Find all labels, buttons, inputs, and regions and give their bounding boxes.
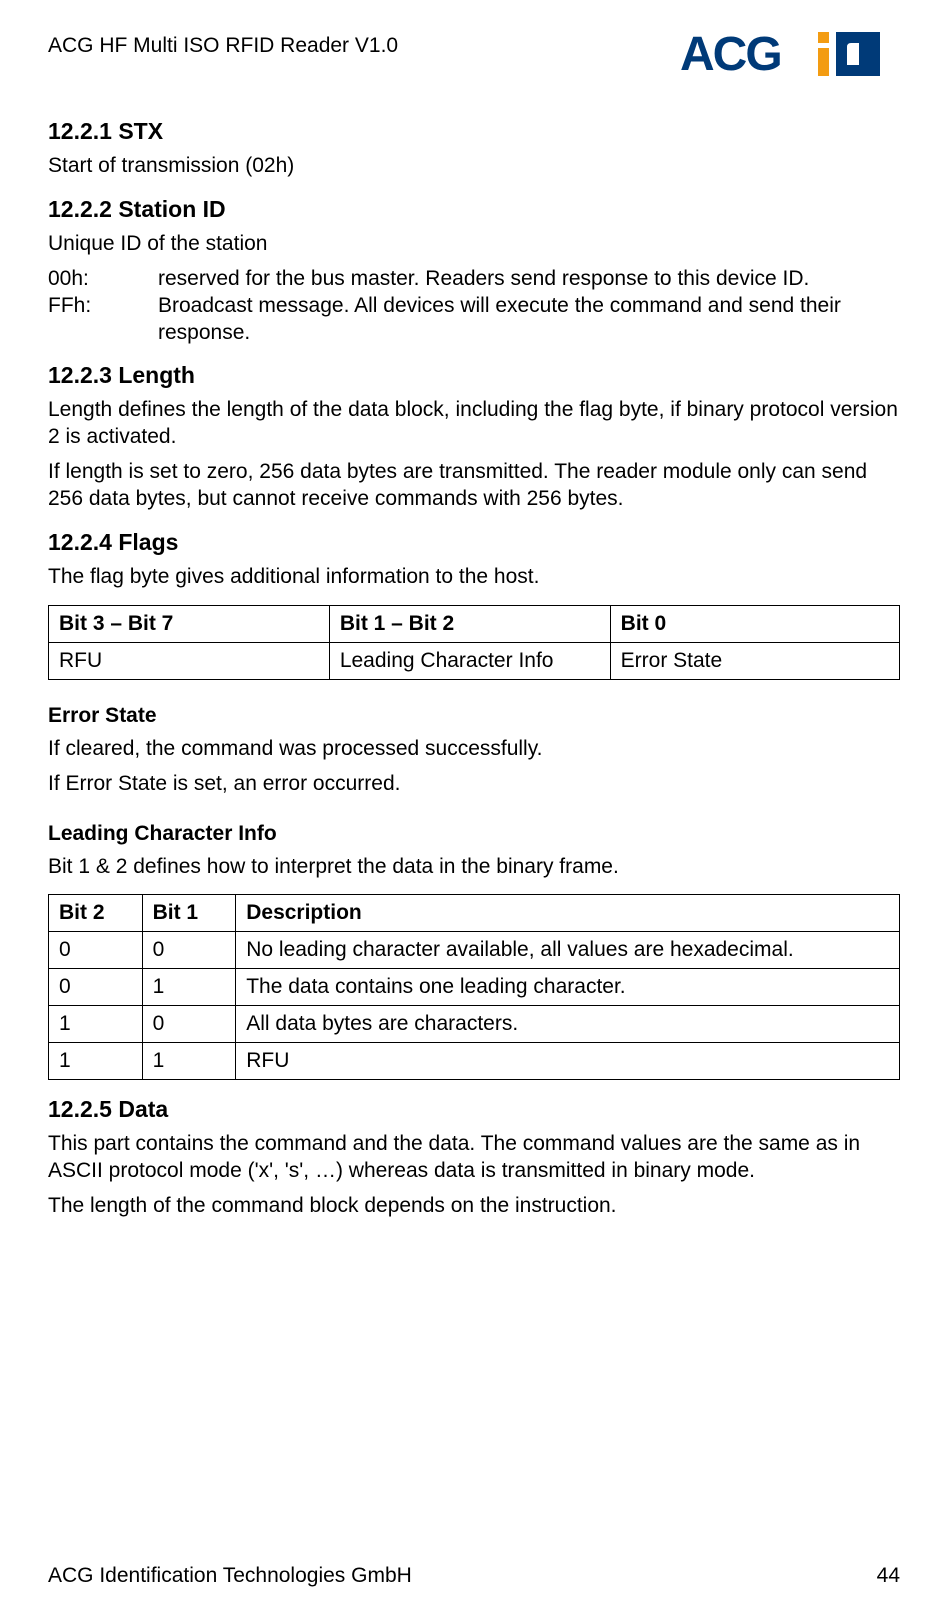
length-p2: If length is set to zero, 256 data bytes… [48, 459, 900, 513]
flags-intro: The flag byte gives additional informati… [48, 564, 900, 591]
th: Bit 0 [610, 605, 899, 642]
td: 1 [142, 969, 236, 1006]
heading-stx: 12.2.1 STX [48, 118, 900, 145]
error-state-p2: If Error State is set, an error occurred… [48, 771, 900, 798]
table-row: Bit 3 – Bit 7 Bit 1 – Bit 2 Bit 0 [49, 605, 900, 642]
td: No leading character available, all valu… [236, 932, 900, 969]
table-row: 1 0 All data bytes are characters. [49, 1006, 900, 1043]
station-id-intro: Unique ID of the station [48, 231, 900, 258]
th: Bit 2 [49, 895, 143, 932]
table-row: Bit 2 Bit 1 Description [49, 895, 900, 932]
table-row: 0 0 No leading character available, all … [49, 932, 900, 969]
footer-page-number: 44 [877, 1564, 900, 1588]
dl-key: FFh: [48, 293, 158, 347]
error-state-title: Error State [48, 704, 900, 728]
dl-val: reserved for the bus master. Readers sen… [158, 266, 900, 293]
table-row: 1 1 RFU [49, 1043, 900, 1080]
td: 0 [142, 932, 236, 969]
table-row: 0 1 The data contains one leading charac… [49, 969, 900, 1006]
td: All data bytes are characters. [236, 1006, 900, 1043]
data-p2: The length of the command block depends … [48, 1193, 900, 1220]
td: 0 [142, 1006, 236, 1043]
error-state-p1: If cleared, the command was processed su… [48, 736, 900, 763]
heading-data: 12.2.5 Data [48, 1096, 900, 1123]
stx-body: Start of transmission (02h) [48, 153, 900, 180]
heading-length: 12.2.3 Length [48, 362, 900, 389]
table-row: RFU Leading Character Info Error State [49, 642, 900, 679]
station-id-list: 00h: reserved for the bus master. Reader… [48, 266, 900, 347]
td: Leading Character Info [329, 642, 610, 679]
leading-table: Bit 2 Bit 1 Description 0 0 No leading c… [48, 894, 900, 1080]
dl-key: 00h: [48, 266, 158, 293]
th: Description [236, 895, 900, 932]
length-p1: Length defines the length of the data bl… [48, 397, 900, 451]
heading-flags: 12.2.4 Flags [48, 529, 900, 556]
leading-p1: Bit 1 & 2 defines how to interpret the d… [48, 854, 900, 881]
td: Error State [610, 642, 899, 679]
document-title: ACG HF Multi ISO RFID Reader V1.0 [48, 28, 398, 58]
leading-title: Leading Character Info [48, 822, 900, 846]
th: Bit 1 [142, 895, 236, 932]
footer-company: ACG Identification Technologies GmbH [48, 1564, 412, 1588]
logo-svg: ACG [680, 28, 900, 80]
td: The data contains one leading character. [236, 969, 900, 1006]
dl-val: Broadcast message. All devices will exec… [158, 293, 900, 347]
page-header: ACG HF Multi ISO RFID Reader V1.0 ACG [48, 28, 900, 80]
logo: ACG [680, 28, 900, 80]
th: Bit 1 – Bit 2 [329, 605, 610, 642]
th: Bit 3 – Bit 7 [49, 605, 330, 642]
heading-station-id: 12.2.2 Station ID [48, 196, 900, 223]
td: 1 [142, 1043, 236, 1080]
td: RFU [49, 642, 330, 679]
td: 0 [49, 969, 143, 1006]
page-footer: ACG Identification Technologies GmbH 44 [48, 1564, 900, 1588]
td: 1 [49, 1006, 143, 1043]
td: 0 [49, 932, 143, 969]
td: 1 [49, 1043, 143, 1080]
td: RFU [236, 1043, 900, 1080]
svg-text:ACG: ACG [680, 28, 781, 80]
data-p1: This part contains the command and the d… [48, 1131, 900, 1185]
flags-table: Bit 3 – Bit 7 Bit 1 – Bit 2 Bit 0 RFU Le… [48, 605, 900, 680]
